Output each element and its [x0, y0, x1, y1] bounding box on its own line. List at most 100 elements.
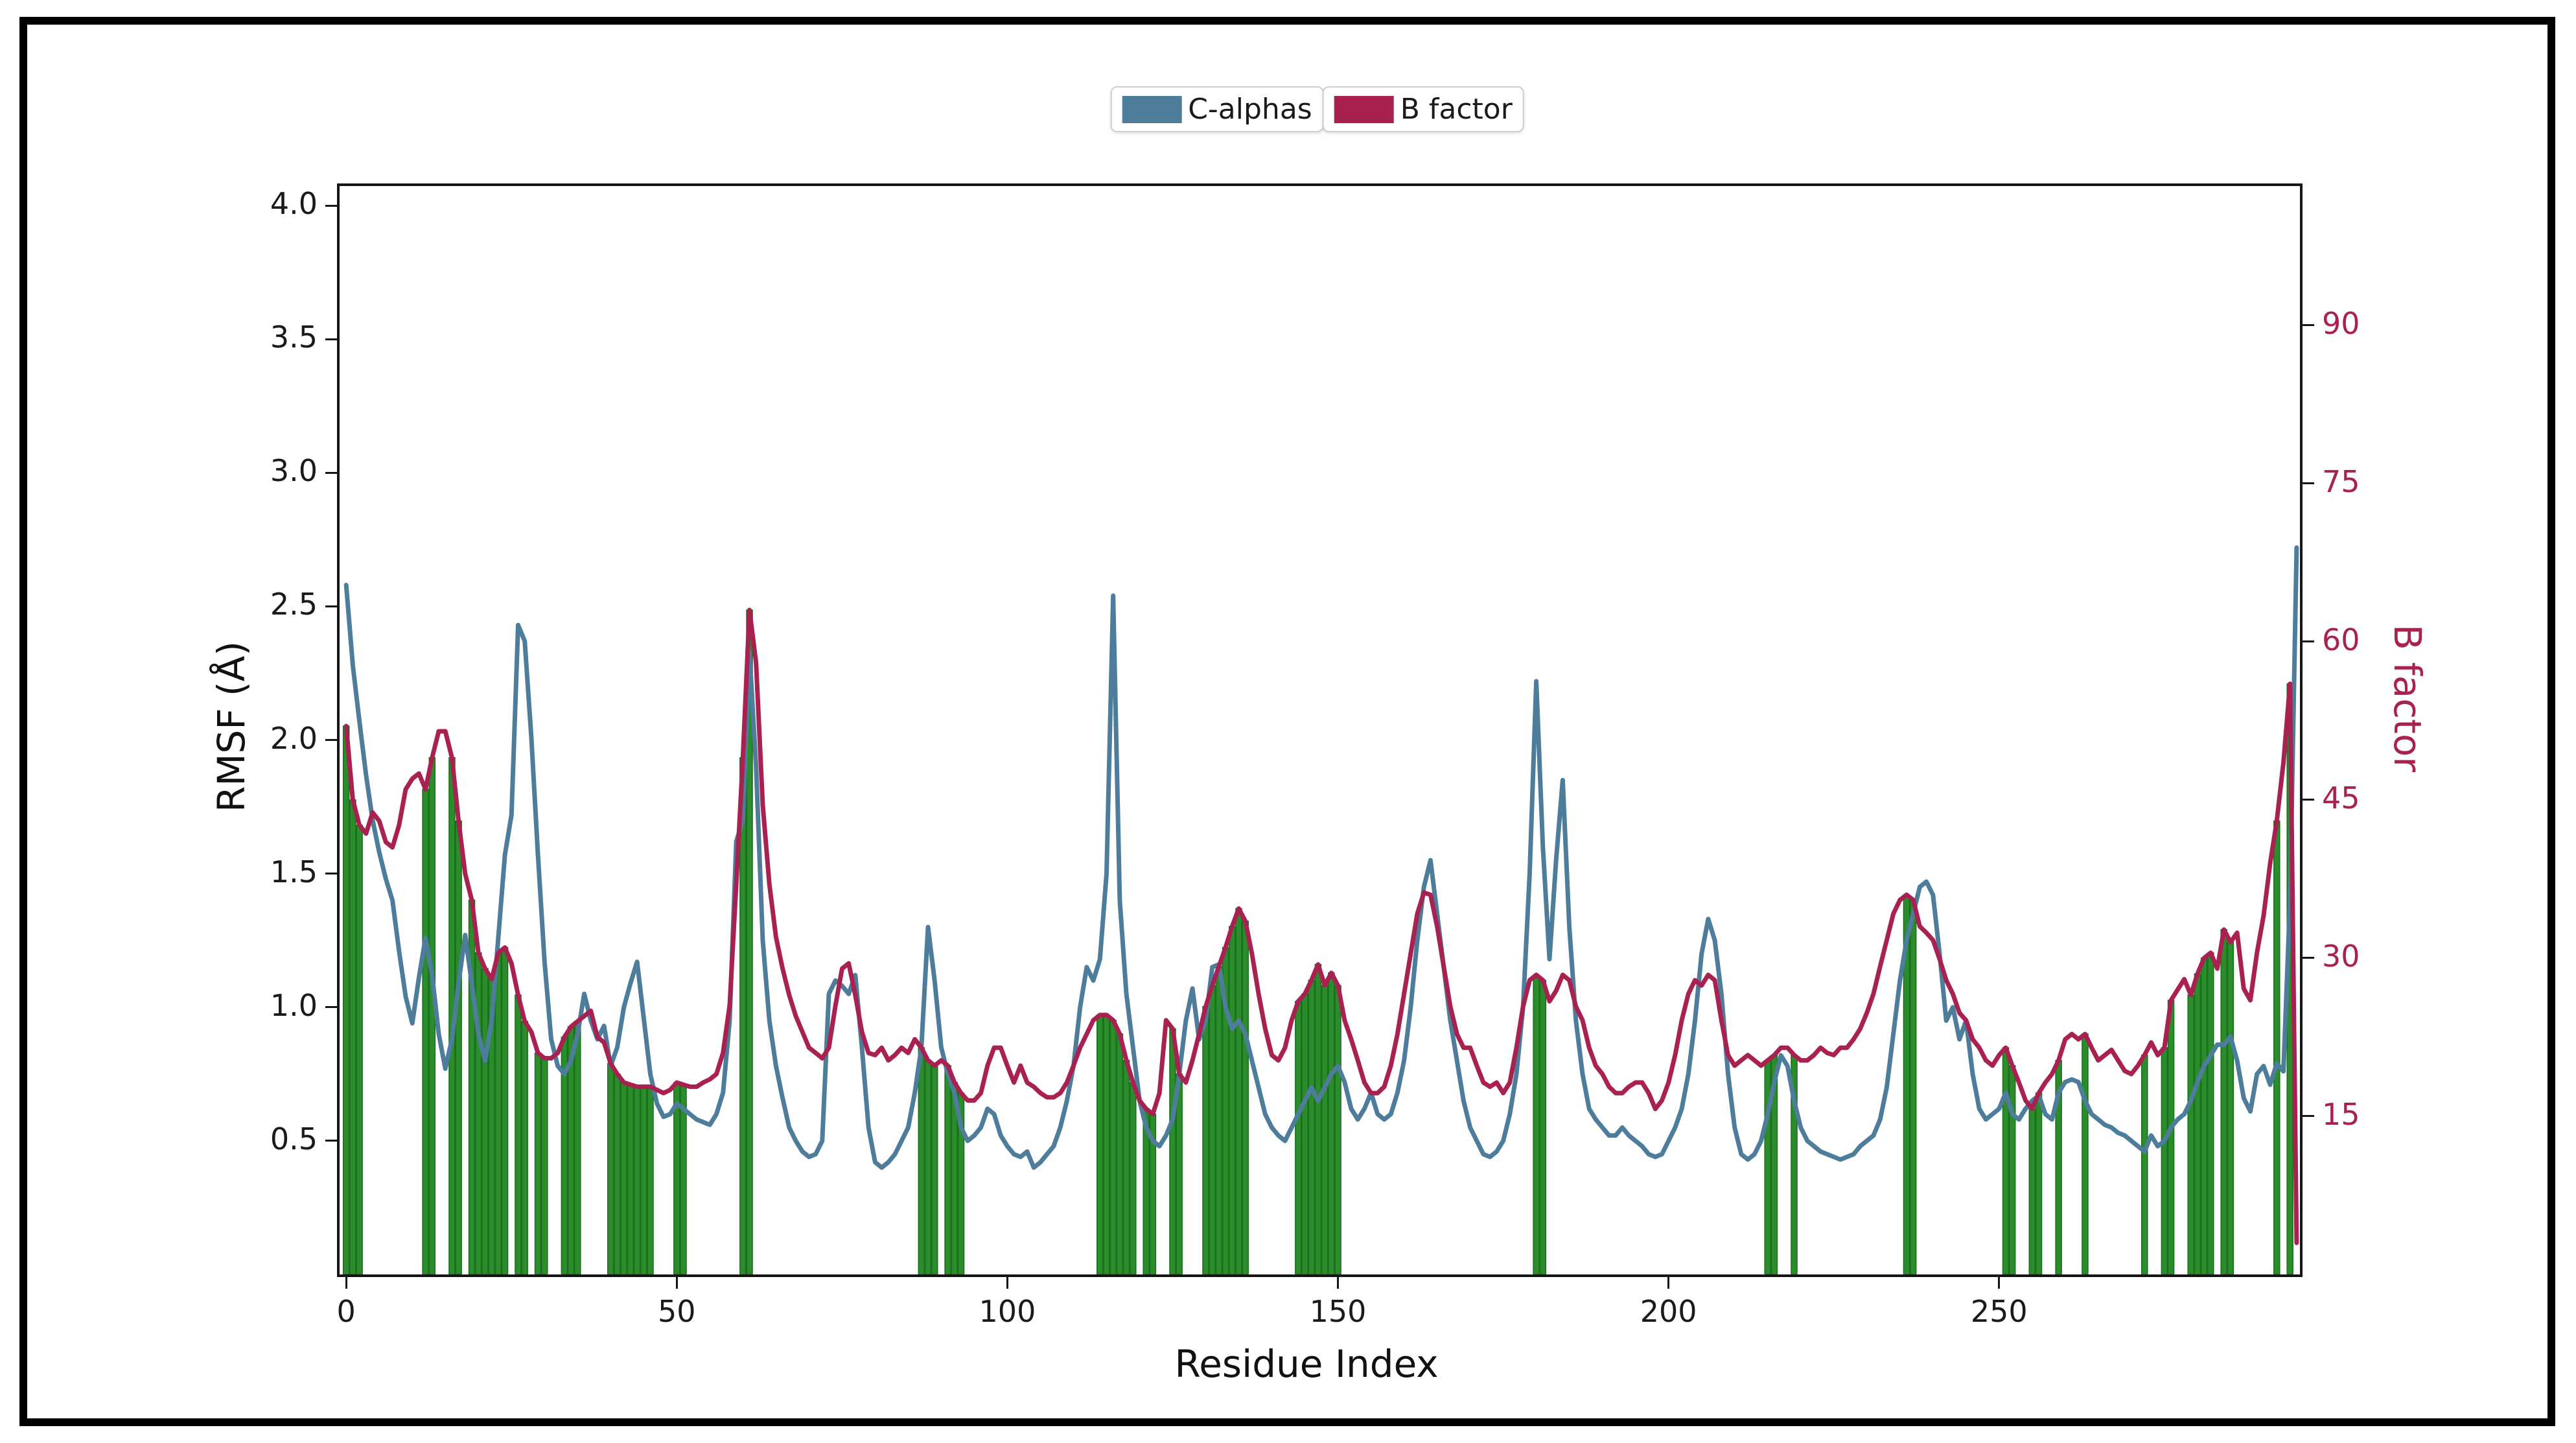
residue-marker-bar: [541, 1057, 548, 1274]
tick-mark: [2303, 640, 2314, 643]
legend-label-b-factor: B factor: [1400, 93, 1513, 126]
tick-mark: [325, 739, 337, 742]
tick-mark: [1998, 1277, 2001, 1289]
legend-box-b-factor: B factor: [1322, 86, 1524, 132]
tick-mark: [325, 204, 337, 207]
residue-marker-bar: [494, 952, 502, 1274]
residue-marker-bar: [2008, 1065, 2016, 1274]
tick-label: 100: [979, 1294, 1036, 1329]
tick-mark: [325, 1140, 337, 1142]
tick-label: 1.0: [270, 987, 318, 1023]
residue-marker-bar: [1202, 1006, 1209, 1274]
c-alphas-line-swatch-icon: [1122, 95, 1182, 123]
residue-marker-bar: [1314, 963, 1322, 1274]
residue-marker-bar: [924, 1059, 932, 1274]
tick-label: 3.5: [270, 320, 318, 355]
tick-label: 3.0: [270, 453, 318, 489]
residue-marker-bar: [2273, 820, 2280, 1274]
residue-marker-bar: [1122, 1059, 1130, 1274]
tick-mark: [345, 1277, 347, 1289]
residue-marker-bar: [1301, 993, 1308, 1274]
residue-marker-bar: [1169, 1028, 1176, 1274]
tick-label: 4.0: [270, 186, 318, 222]
tick-mark: [325, 471, 337, 474]
residue-marker-bar: [1103, 1015, 1110, 1274]
residue-marker-bar: [1533, 974, 1540, 1274]
residue-marker-bar: [2002, 1047, 2010, 1274]
residue-marker-bar: [482, 968, 489, 1274]
tick-label: 45: [2322, 780, 2360, 815]
residue-marker-bar: [1242, 921, 1249, 1274]
residue-marker-bar: [633, 1086, 641, 1274]
residue-marker-bar: [1334, 985, 1341, 1274]
residue-marker-bars: [342, 609, 2293, 1274]
tick-mark: [1006, 1277, 1008, 1289]
tick-label: 90: [2322, 305, 2360, 341]
residue-marker-bar: [342, 725, 350, 1274]
residue-marker-bar: [1229, 926, 1236, 1274]
tick-label: 0.5: [270, 1121, 318, 1156]
tick-label: 1.5: [270, 854, 318, 889]
tick-mark: [2303, 799, 2314, 801]
residue-marker-bar: [1116, 1033, 1124, 1274]
chart-svg: [342, 545, 2299, 1274]
tick-mark: [325, 338, 337, 340]
residue-marker-bar: [2207, 952, 2214, 1274]
residue-marker-bar: [931, 1065, 938, 1274]
residue-marker-bar: [1176, 1073, 1183, 1274]
series-line-b-factor: [343, 607, 2299, 1245]
series-line-c-alphas: [343, 545, 2299, 1170]
tick-label: 15: [2322, 1096, 2360, 1132]
tick-mark: [2303, 957, 2314, 959]
residue-marker-bar: [673, 1082, 680, 1274]
figure-frame: C-alphas B factor RMSF (Å) B factor Resi…: [19, 17, 2555, 1426]
residue-marker-bar: [2028, 1108, 2036, 1274]
residue-marker-bar: [2200, 957, 2208, 1274]
residue-marker-bar: [2035, 1092, 2043, 1274]
residue-marker-bar: [640, 1086, 647, 1274]
tick-label: 50: [658, 1294, 696, 1329]
residue-marker-bar: [1328, 972, 1335, 1274]
tick-mark: [2303, 324, 2314, 327]
residue-marker-bar: [521, 1020, 528, 1274]
residue-marker-bar: [2220, 929, 2227, 1274]
residue-marker-bar: [1909, 899, 1917, 1274]
tick-mark: [325, 1006, 337, 1009]
residue-marker-bar: [1209, 985, 1216, 1274]
residue-marker-bar: [607, 1062, 614, 1274]
residue-marker-bar: [647, 1086, 654, 1274]
legend-label-c-alphas: C-alphas: [1188, 93, 1312, 126]
residue-marker-bar: [2161, 1047, 2168, 1274]
residue-marker-bar: [2141, 1054, 2148, 1274]
tick-label: 0: [336, 1294, 356, 1329]
residue-marker-bar: [2194, 973, 2201, 1274]
tick-mark: [1667, 1277, 1670, 1289]
legend-box-c-alphas: C-alphas: [1110, 86, 1324, 132]
residue-marker-bar: [501, 946, 509, 1274]
tick-mark: [675, 1277, 678, 1289]
tick-label: 150: [1309, 1294, 1367, 1329]
tick-label: 75: [2322, 463, 2360, 499]
tick-label: 250: [1970, 1294, 2028, 1329]
residue-marker-bar: [428, 757, 436, 1274]
tick-label: 60: [2322, 622, 2360, 657]
residue-marker-bar: [1235, 908, 1242, 1274]
residue-marker-bar: [2227, 941, 2234, 1274]
residue-marker-bar: [455, 820, 462, 1274]
residue-marker-bar: [2082, 1033, 2089, 1274]
residue-marker-bar: [620, 1082, 627, 1274]
residue-marker-bar: [1097, 1015, 1104, 1274]
residue-marker-bar: [1295, 1000, 1302, 1274]
tick-mark: [2303, 1115, 2314, 1118]
residue-marker-bar: [515, 994, 522, 1274]
residue-marker-bar: [422, 788, 429, 1274]
legend: C-alphas B factor: [1110, 86, 1524, 132]
residue-marker-bar: [574, 1020, 581, 1274]
residue-marker-bar: [1308, 980, 1315, 1274]
tick-label: 2.5: [270, 587, 318, 622]
residue-marker-bar: [918, 1047, 925, 1274]
residue-marker-bar: [944, 1065, 951, 1274]
b-factor-line-swatch-icon: [1334, 95, 1394, 123]
residue-marker-bar: [627, 1084, 634, 1274]
